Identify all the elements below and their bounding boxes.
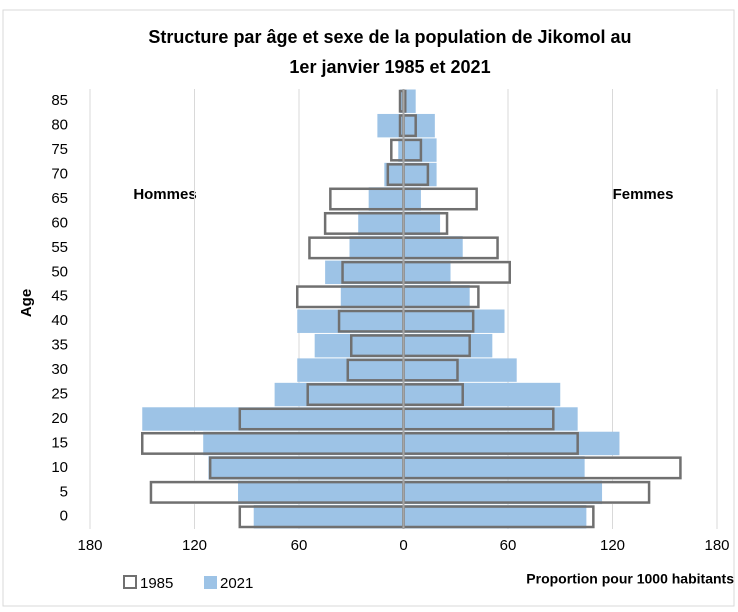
y-tick-label: 65 bbox=[51, 190, 68, 207]
right-label: Femmes bbox=[613, 186, 674, 203]
y-tick-label: 40 bbox=[51, 312, 68, 329]
bar bbox=[253, 505, 404, 529]
bar bbox=[325, 260, 404, 285]
bar bbox=[403, 236, 463, 260]
y-tick-label: 5 bbox=[60, 483, 68, 500]
bar bbox=[314, 333, 404, 358]
bar bbox=[403, 456, 585, 480]
bar-background bbox=[403, 187, 477, 211]
bar bbox=[238, 480, 404, 505]
bar bbox=[358, 211, 404, 236]
y-tick-label: 60 bbox=[51, 214, 68, 231]
bar bbox=[403, 333, 493, 358]
chart-title: Structure par âge et sexe de la populati… bbox=[148, 27, 631, 47]
left-label: Hommes bbox=[133, 186, 196, 203]
bar bbox=[203, 431, 404, 456]
bar bbox=[403, 285, 470, 309]
bar bbox=[403, 358, 517, 382]
y-tick-label: 85 bbox=[51, 92, 68, 109]
bar bbox=[403, 480, 603, 505]
y-tick-label: 50 bbox=[51, 263, 68, 280]
bar bbox=[368, 187, 404, 211]
x-tick-label: 120 bbox=[182, 537, 207, 554]
y-tick-label: 25 bbox=[51, 386, 68, 403]
bar bbox=[340, 285, 404, 309]
x-tick-label: 60 bbox=[500, 537, 517, 554]
bar bbox=[403, 309, 505, 333]
bar bbox=[403, 382, 561, 407]
legend-swatch bbox=[123, 575, 137, 589]
bar bbox=[400, 89, 404, 113]
y-tick-label: 20 bbox=[51, 410, 68, 427]
legend-label: 1985 bbox=[140, 575, 173, 592]
x-tick-label: 180 bbox=[77, 537, 102, 554]
y-tick-label: 35 bbox=[51, 337, 68, 354]
y-tick-label: 10 bbox=[51, 459, 68, 476]
y-tick-label: 75 bbox=[51, 141, 68, 158]
x-tick-label: 0 bbox=[399, 537, 407, 554]
bar bbox=[398, 138, 404, 162]
bar bbox=[297, 358, 404, 382]
y-tick-label: 30 bbox=[51, 361, 68, 378]
bar bbox=[403, 89, 416, 113]
bar bbox=[384, 162, 404, 187]
x-tick-label: 180 bbox=[704, 537, 729, 554]
legend-label: 2021 bbox=[220, 575, 253, 592]
bar bbox=[274, 382, 404, 407]
bar bbox=[403, 431, 620, 456]
bar bbox=[377, 113, 404, 138]
bar bbox=[403, 260, 451, 285]
chart-subtitle: 1er janvier 1985 et 2021 bbox=[289, 57, 490, 77]
bar bbox=[403, 505, 587, 529]
x-axis-label: Proportion pour 1000 habitants bbox=[526, 571, 734, 587]
y-tick-label: 0 bbox=[60, 508, 68, 525]
y-tick-label: 45 bbox=[51, 288, 68, 305]
bar bbox=[142, 407, 404, 431]
bar bbox=[208, 456, 404, 480]
bar bbox=[403, 113, 435, 138]
bar bbox=[403, 162, 437, 187]
bar bbox=[297, 309, 404, 333]
x-tick-label: 120 bbox=[600, 537, 625, 554]
y-tick-label: 70 bbox=[51, 166, 68, 183]
bar bbox=[349, 236, 404, 260]
bar bbox=[403, 211, 441, 236]
y-tick-label: 15 bbox=[51, 434, 68, 451]
y-axis-label: Age bbox=[18, 289, 35, 317]
y-tick-label: 55 bbox=[51, 239, 68, 256]
y-tick-label: 80 bbox=[51, 117, 68, 134]
x-tick-label: 60 bbox=[291, 537, 308, 554]
bar bbox=[403, 187, 421, 211]
legend-swatch bbox=[204, 576, 217, 589]
bar bbox=[403, 407, 578, 431]
